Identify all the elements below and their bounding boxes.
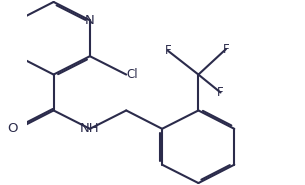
Text: NH: NH: [80, 122, 100, 135]
Text: F: F: [217, 86, 224, 99]
Text: N: N: [85, 14, 95, 27]
Text: F: F: [165, 44, 171, 57]
Text: O: O: [7, 122, 18, 135]
Text: F: F: [223, 43, 229, 56]
Text: Cl: Cl: [126, 68, 138, 81]
